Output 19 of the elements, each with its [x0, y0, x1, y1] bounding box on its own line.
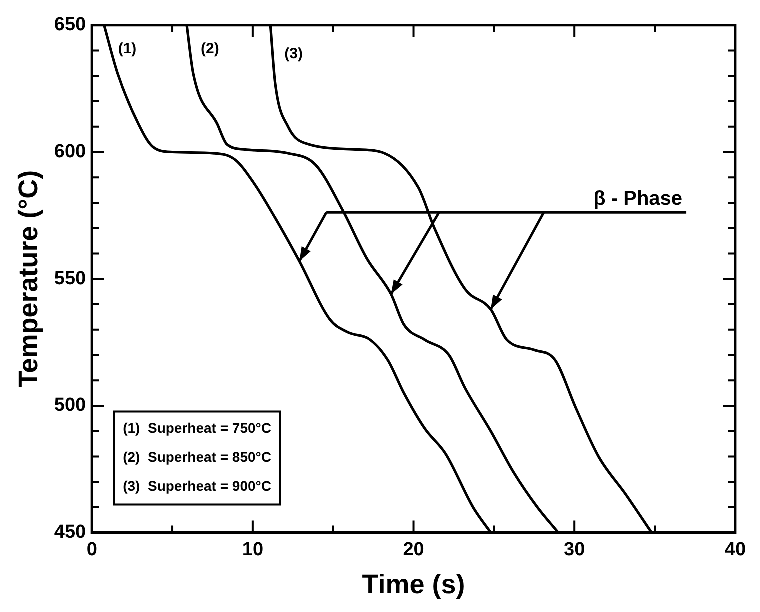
series-label: (2) — [200, 40, 220, 58]
annotation: β - Phase — [594, 188, 683, 210]
x-tick-label: 0 — [86, 539, 98, 560]
series-label: (3) — [284, 46, 303, 63]
x-tick-label: 10 — [242, 539, 264, 560]
y-tick-label: 650 — [54, 14, 86, 36]
x-tick-label: 30 — [564, 539, 586, 560]
annotation: (2) Superheat = 850°C — [123, 449, 272, 466]
x-tick-label: 20 — [403, 539, 424, 560]
x-axis-title: Time (s) — [362, 569, 466, 600]
y-tick-label: 550 — [54, 268, 86, 290]
annotation: (1) Superheat = 750°C — [123, 420, 272, 436]
y-tick-label: 600 — [54, 141, 86, 162]
x-tick-label: 40 — [724, 539, 746, 560]
annotation: (3) Superheat = 900°C — [123, 478, 272, 494]
y-axis-title: Temperature (°C) — [14, 170, 44, 388]
series-label: (1) — [118, 40, 137, 58]
y-tick-label: 500 — [54, 395, 86, 416]
y-tick-label: 450 — [54, 522, 86, 544]
